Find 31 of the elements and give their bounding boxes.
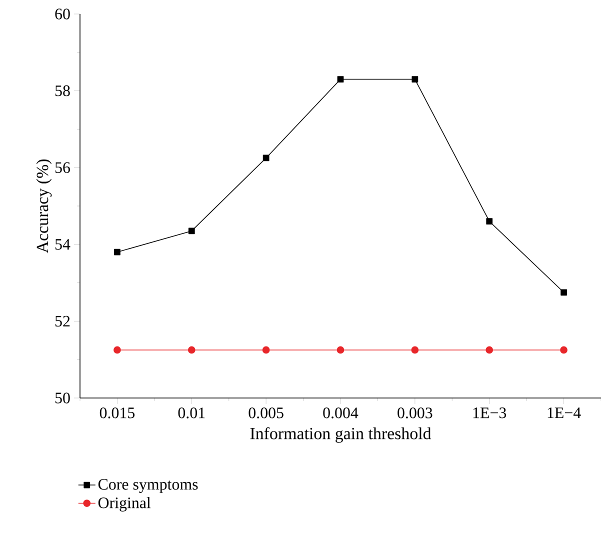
x-tick-label: 0.004: [323, 408, 358, 418]
y-tick-label: 52: [55, 316, 70, 327]
y-tick-label: 54: [55, 239, 70, 250]
x-axis-title: Information gain threshold: [250, 427, 432, 443]
point: [188, 346, 196, 354]
point: [486, 346, 494, 354]
y-tick-label: 58: [55, 85, 70, 96]
point: [560, 289, 567, 296]
y-tick-label: 60: [55, 8, 70, 20]
x-tick-label: 0.005: [248, 408, 284, 418]
point: [262, 154, 270, 162]
x-tick-label: 0.01: [178, 408, 205, 418]
point: [337, 76, 344, 82]
point: [188, 228, 195, 234]
point: [336, 346, 344, 354]
point: [412, 76, 418, 82]
point: [114, 248, 120, 256]
x-tick-label: 0.015: [100, 408, 135, 418]
y-tick-label: 50: [55, 392, 70, 404]
point: [486, 218, 493, 225]
point: [262, 346, 270, 354]
x-tick-label: 1E−4: [548, 408, 581, 418]
legend-label: Original: [98, 497, 151, 512]
point: [411, 346, 419, 354]
legend-label: Core symptoms: [98, 478, 198, 493]
point: [560, 346, 568, 354]
y-axis-title: Accuracy (%): [36, 159, 52, 254]
x-tick-label: 1E−3: [473, 408, 506, 418]
point: [114, 346, 121, 354]
x-tick-label: 0.003: [398, 408, 432, 418]
y-tick-label: 56: [55, 162, 70, 173]
